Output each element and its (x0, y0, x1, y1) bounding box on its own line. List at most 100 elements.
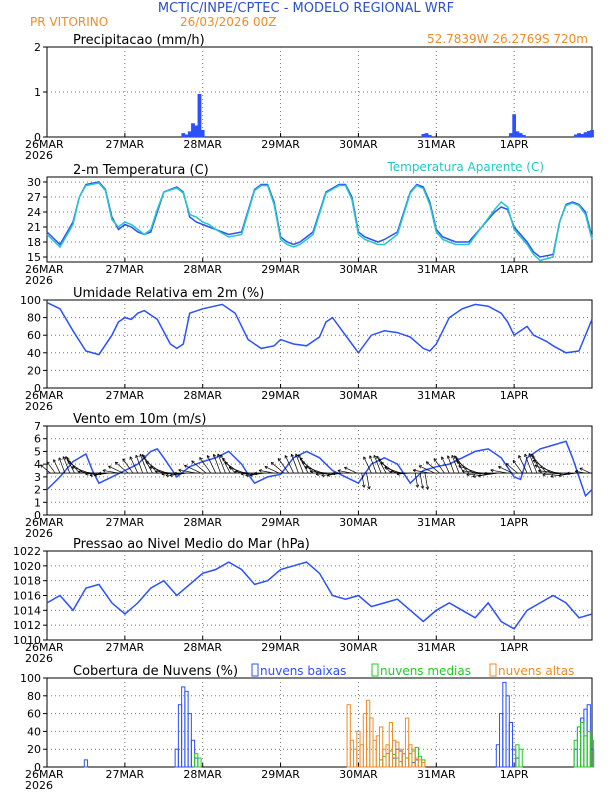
precip-bar (522, 135, 525, 137)
x-tick-label: 28MAR (183, 263, 222, 276)
x-tick-label: 27MAR (106, 389, 145, 402)
x-tick-label: 29MAR (261, 641, 300, 654)
x-tick-label: 28MAR (183, 768, 222, 781)
x-tick-label: 27MAR (106, 138, 145, 151)
y-tick-label: 21 (27, 221, 41, 234)
wind-arrow-head (338, 470, 341, 471)
x-year-label: 2026 (25, 652, 53, 665)
wind-arrow-head (423, 486, 424, 489)
wind-arrow-head (246, 475, 249, 476)
precip-bar (519, 133, 522, 137)
wind-arrow (367, 473, 370, 489)
precip-bar (182, 133, 185, 137)
wind-arrow (68, 461, 84, 473)
x-year-label: 2026 (25, 779, 53, 792)
coords-label: 52.7839W 26.2769S 720m (427, 32, 588, 46)
location-label: PR VITORINO (30, 15, 108, 29)
wind-arrow-head (170, 476, 173, 477)
x-tick-label: 30MAR (339, 389, 378, 402)
wind-arrow (59, 458, 65, 473)
y-tick-label: 1012 (13, 619, 41, 632)
wind-arrow-head (413, 469, 416, 470)
x-tick-label: 27MAR (106, 263, 145, 276)
wind-arrow-head (364, 485, 365, 488)
x-tick-label: 28MAR (183, 641, 222, 654)
wind-arrow (425, 473, 428, 489)
y-tick-label: 2 (34, 41, 41, 54)
precip-bar (509, 133, 512, 137)
panel-title: Umidade Relativa em 2m (%) (73, 286, 264, 301)
x-tick-label: 30MAR (339, 263, 378, 276)
precip-bar (422, 134, 425, 137)
x-tick-label: 30MAR (339, 641, 378, 654)
x-tick-label: 27MAR (106, 768, 145, 781)
x-tick-label: 29MAR (261, 516, 300, 529)
series-line (47, 441, 592, 496)
wind-arrow (302, 462, 318, 473)
panel-title: Precipitacao (mm/h) (73, 33, 205, 48)
cloud-bar (422, 763, 425, 767)
wind-arrow (415, 473, 418, 487)
x-tick-label: 29MAR (261, 768, 300, 781)
y-tick-label: 1022 (13, 545, 41, 558)
legend-label: nuvens baixas (260, 664, 346, 678)
y-tick-label: 80 (27, 312, 41, 325)
wind-arrow-head (473, 477, 476, 478)
precip-bar (590, 130, 593, 137)
precip-bar (428, 135, 431, 137)
panel-title: Cobertura de Nuvens (%) (73, 664, 238, 679)
x-tick-label: 31MAR (417, 768, 456, 781)
x-tick-label: 31MAR (417, 389, 456, 402)
x-tick-label: 27MAR (106, 641, 145, 654)
wind-arrow-head (178, 469, 181, 470)
y-tick-label: 1014 (13, 604, 41, 617)
panel-frame (47, 300, 592, 388)
x-tick-label: 29MAR (261, 263, 300, 276)
y-tick-label: 5 (34, 445, 41, 458)
cloud-bar (198, 758, 201, 767)
y-tick-label: 7 (34, 420, 41, 433)
x-tick-label: 30MAR (339, 516, 378, 529)
y-tick-label: 1020 (13, 560, 41, 573)
precip-bar (587, 131, 590, 137)
meteogram-title: MCTIC/INPE/CPTEC - MODELO REGIONAL WRF (158, 1, 454, 16)
precip-bar (577, 133, 580, 137)
wind-arrow-head (369, 486, 370, 489)
x-year-label: 2026 (25, 400, 53, 413)
x-year-label: 2026 (25, 527, 53, 540)
legend-apparent: Temperatura Aparente (C) (386, 160, 544, 174)
wind-arrow-head (428, 487, 429, 490)
x-tick-label: 1APR (500, 389, 529, 402)
y-tick-label: 6 (34, 433, 41, 446)
wind-arrow (491, 470, 508, 473)
run-label: 26/03/2026 00Z (180, 15, 276, 29)
precip-bar (191, 124, 194, 138)
y-tick-label: 80 (27, 690, 41, 703)
wind-arrow (54, 459, 60, 473)
series-line (47, 182, 592, 257)
x-tick-label: 1APR (500, 138, 529, 151)
y-tick-label: 4 (34, 458, 41, 471)
wind-arrow-head (322, 476, 325, 477)
precip-bar (201, 130, 204, 137)
wind-arrow (103, 470, 119, 473)
y-tick-label: 3 (34, 471, 41, 484)
series-line (47, 183, 592, 261)
x-tick-label: 1APR (500, 516, 529, 529)
precip-bar (574, 135, 577, 137)
legend-label: nuvens medias (380, 664, 471, 678)
x-tick-label: 29MAR (261, 389, 300, 402)
wind-arrow-head (418, 485, 419, 488)
precip-bar (513, 115, 516, 138)
x-tick-label: 31MAR (417, 138, 456, 151)
x-tick-label: 1APR (500, 641, 529, 654)
